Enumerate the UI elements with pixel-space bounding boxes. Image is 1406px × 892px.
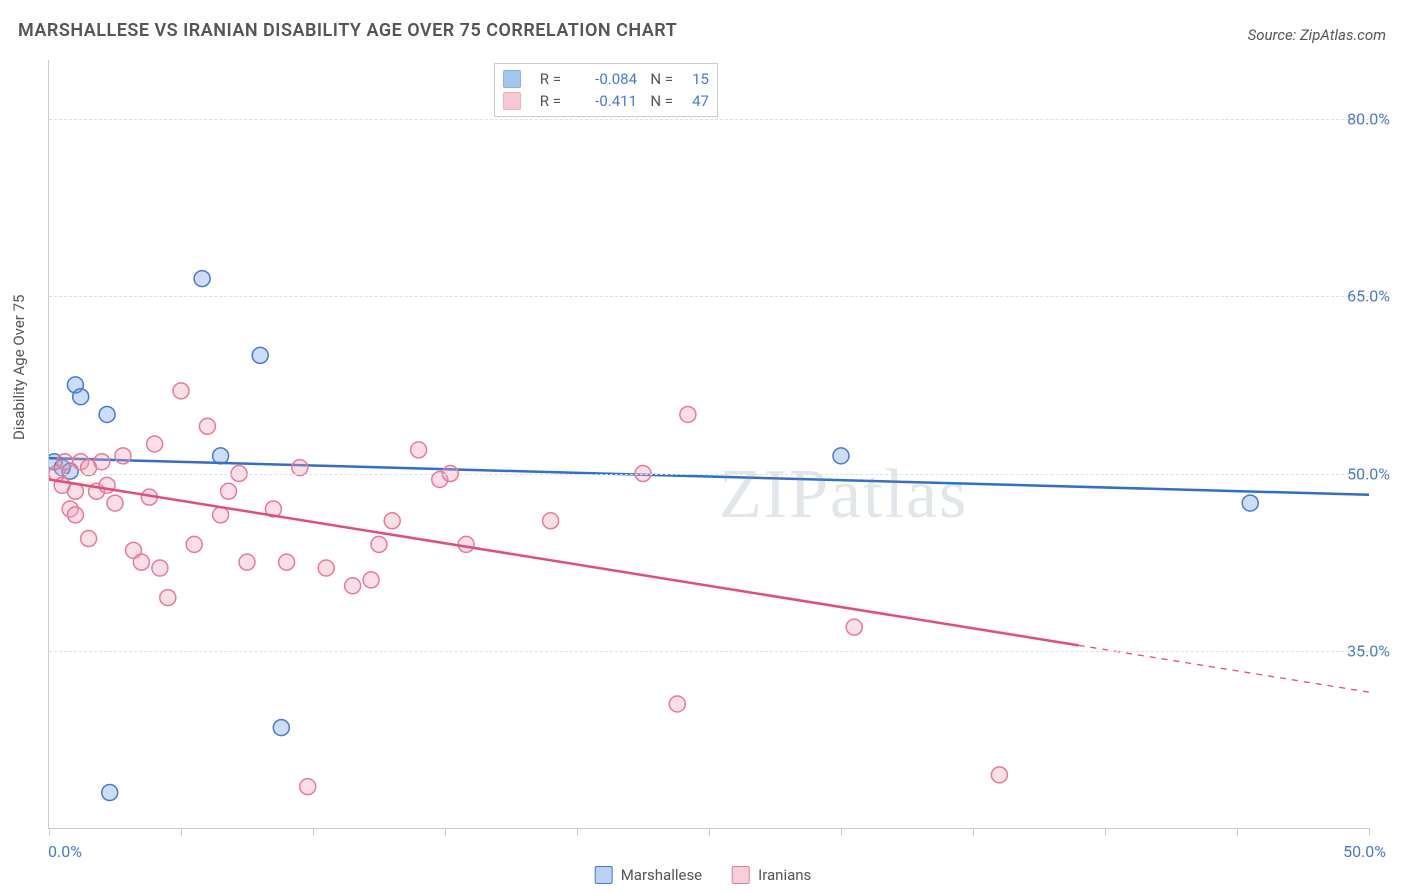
data-point [273, 720, 289, 736]
y-tick-label: 50.0% [1347, 464, 1390, 483]
data-point [411, 442, 427, 458]
data-point [846, 619, 862, 635]
x-tick [577, 828, 578, 836]
stat-n-label: N = [643, 92, 673, 110]
data-point [363, 572, 379, 588]
data-point [213, 507, 229, 523]
gridline-h [49, 119, 1369, 120]
data-point [199, 418, 215, 434]
data-point [279, 554, 295, 570]
stat-r-label: R = [531, 92, 561, 110]
data-point [458, 536, 474, 552]
x-axis-max-label: 50.0% [1343, 842, 1386, 861]
data-point [107, 495, 123, 511]
y-axis-label: Disability Age Over 75 [10, 295, 28, 440]
data-point [73, 389, 89, 405]
data-point [99, 406, 115, 422]
data-point [94, 454, 110, 470]
gridline-h [49, 296, 1369, 297]
data-point [102, 785, 118, 801]
y-tick-label: 65.0% [1347, 287, 1390, 306]
x-tick [313, 828, 314, 836]
legend-item: Marshallese [595, 866, 702, 884]
x-tick [1237, 828, 1238, 836]
data-point [186, 536, 202, 552]
gridline-h [49, 651, 1369, 652]
data-point [991, 767, 1007, 783]
legend-swatch [503, 92, 521, 110]
data-point [680, 406, 696, 422]
data-point [239, 554, 255, 570]
data-point [669, 696, 685, 712]
legend-swatch [732, 866, 750, 884]
legend-swatch [503, 70, 521, 88]
y-tick-label: 35.0% [1347, 641, 1390, 660]
x-tick [709, 828, 710, 836]
x-axis-min-label: 0.0% [48, 842, 82, 861]
data-point [345, 578, 361, 594]
data-point [221, 483, 237, 499]
data-point [67, 507, 83, 523]
chart-title: MARSHALLESE VS IRANIAN DISABILITY AGE OV… [18, 20, 677, 41]
stat-n-value: 47 [679, 92, 709, 110]
legend-item: Iranians [732, 866, 811, 884]
y-tick-label: 80.0% [1347, 110, 1390, 129]
x-tick [445, 828, 446, 836]
stat-r-value: -0.084 [567, 70, 637, 88]
source-label: Source: ZipAtlas.com [1248, 26, 1386, 44]
data-point [213, 448, 229, 464]
data-point [300, 779, 316, 795]
data-point [133, 554, 149, 570]
data-point [543, 513, 559, 529]
x-tick [973, 828, 974, 836]
x-tick [49, 828, 50, 836]
data-point [173, 383, 189, 399]
data-point [115, 448, 131, 464]
stat-n-value: 15 [679, 70, 709, 88]
data-point [1242, 495, 1258, 511]
regression-line-extrapolated [1079, 645, 1369, 692]
data-point [252, 347, 268, 363]
scatter-svg [49, 60, 1369, 828]
legend-swatch [595, 866, 613, 884]
plot-area: R =-0.084N =15R =-0.411N =47 ZIPatlas [48, 60, 1369, 829]
bottom-legend: Marshallese Iranians [595, 866, 812, 884]
x-tick [841, 828, 842, 836]
legend-label: Iranians [758, 866, 811, 884]
data-point [371, 536, 387, 552]
data-point [160, 590, 176, 606]
x-tick [1105, 828, 1106, 836]
data-point [384, 513, 400, 529]
data-point [81, 531, 97, 547]
x-tick [181, 828, 182, 836]
stat-r-label: R = [531, 70, 561, 88]
regression-line [49, 479, 1079, 645]
x-tick [1369, 828, 1370, 836]
data-point [147, 436, 163, 452]
stat-r-value: -0.411 [567, 92, 637, 110]
data-point [833, 448, 849, 464]
data-point [318, 560, 334, 576]
data-point [57, 454, 73, 470]
stat-n-label: N = [643, 70, 673, 88]
legend-label: Marshallese [621, 866, 702, 884]
stats-legend-box: R = -0.084 N = 15 R = -0.411 N = 47 [494, 63, 718, 117]
data-point [194, 271, 210, 287]
gridline-h [49, 474, 1369, 475]
data-point [152, 560, 168, 576]
